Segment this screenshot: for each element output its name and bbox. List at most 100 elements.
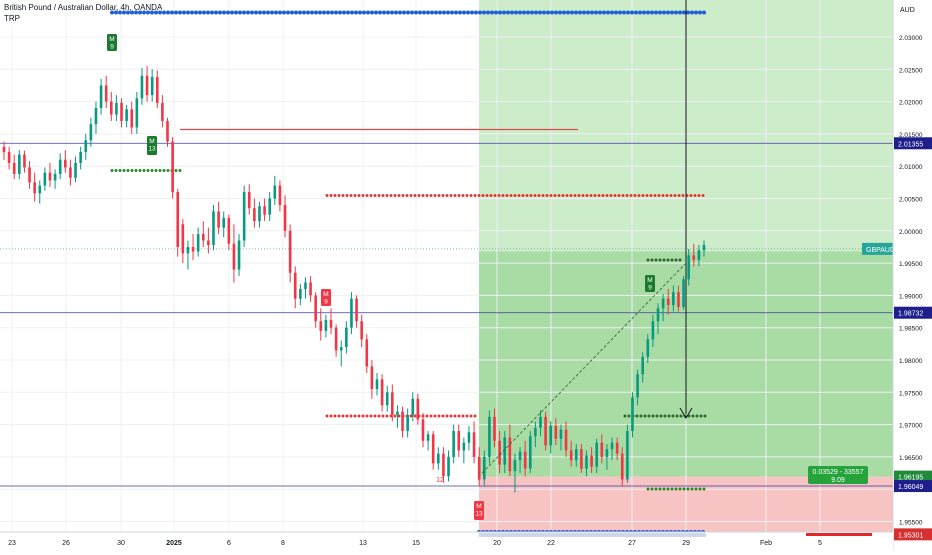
dot <box>699 414 703 418</box>
candle <box>319 308 323 341</box>
dot <box>654 258 658 262</box>
dot <box>350 10 354 15</box>
dot <box>682 487 686 491</box>
dot <box>561 194 565 197</box>
dot <box>694 10 698 15</box>
candle-body <box>467 432 471 443</box>
dot <box>413 194 417 197</box>
dot <box>413 414 417 418</box>
candle-body <box>416 398 420 420</box>
candle-body <box>99 85 103 109</box>
dot <box>353 414 357 418</box>
candle <box>191 234 195 260</box>
candle <box>457 424 461 457</box>
dot <box>393 414 397 418</box>
candle <box>258 201 261 228</box>
dot <box>389 414 393 418</box>
candle <box>508 424 512 477</box>
dot <box>166 10 170 15</box>
position-stats-bg <box>808 466 868 484</box>
dot <box>365 194 369 197</box>
marker-count: 9 <box>648 285 652 292</box>
candle <box>79 146 82 170</box>
candle-body <box>600 442 604 457</box>
dot <box>671 414 675 418</box>
dot <box>650 487 654 491</box>
candle-body <box>477 456 481 480</box>
candle <box>48 162 52 187</box>
dot <box>681 194 685 197</box>
x-tick-label: 23 <box>8 540 16 547</box>
marker-green-13: M13 <box>147 136 157 155</box>
candle-body <box>237 240 241 270</box>
candle <box>263 198 266 222</box>
dot <box>337 414 341 418</box>
candle-body <box>687 255 690 280</box>
dot <box>645 194 649 197</box>
dot <box>210 10 214 15</box>
candle-body <box>488 416 491 457</box>
candle-body <box>58 159 62 174</box>
candle-body <box>94 108 98 125</box>
dot <box>325 194 329 197</box>
candle-body <box>672 292 675 306</box>
candle <box>477 447 481 486</box>
dot <box>238 10 242 15</box>
price-label-text: 2.01355 <box>898 141 923 148</box>
dot <box>357 194 361 197</box>
dot <box>490 10 494 15</box>
dot <box>485 194 489 197</box>
candle-body <box>631 397 634 432</box>
dot <box>506 10 510 15</box>
dot <box>678 10 682 15</box>
dot <box>206 10 210 15</box>
dot <box>514 10 518 15</box>
candle-body <box>222 217 226 228</box>
dot <box>373 194 377 197</box>
dot <box>362 10 366 15</box>
candle-body <box>242 192 246 241</box>
candle-body <box>661 298 665 309</box>
candle-body <box>232 243 236 270</box>
candle <box>692 243 696 267</box>
x-tick-label: 29 <box>682 540 690 547</box>
dot <box>354 10 358 15</box>
dot <box>623 414 627 418</box>
dot <box>509 194 513 197</box>
dot <box>401 194 405 197</box>
dot <box>345 194 349 197</box>
candle <box>620 447 624 486</box>
chart-title: British Pound / Australian Dollar, 4h, O… <box>4 3 163 12</box>
price-label-bg <box>894 137 932 150</box>
dot <box>639 414 643 418</box>
dot <box>150 10 154 15</box>
candle-body <box>115 102 118 115</box>
marker-body <box>147 136 157 155</box>
candle-body <box>69 167 72 178</box>
dot <box>278 10 282 15</box>
candle-body <box>288 230 292 273</box>
dot <box>674 487 678 491</box>
x-tick-label: 22 <box>547 540 555 547</box>
marker-letter: M <box>109 36 114 43</box>
candle-body <box>528 436 532 469</box>
dot <box>489 194 493 197</box>
price-label-1.96049: 1.96049 <box>894 480 932 493</box>
candle <box>467 425 471 451</box>
y-tick-label: 2.00500 <box>899 197 923 204</box>
x-tick-label: 6 <box>227 540 231 547</box>
candle <box>641 352 644 383</box>
marker-count: 13 <box>148 146 156 153</box>
dot <box>390 10 394 15</box>
dot <box>110 169 114 172</box>
dot <box>674 10 678 15</box>
candle-body <box>574 449 578 461</box>
candle <box>324 314 328 338</box>
dot <box>457 194 461 197</box>
candle-body <box>33 182 36 194</box>
candle <box>186 240 190 270</box>
dot <box>318 10 322 15</box>
dot <box>286 10 290 15</box>
